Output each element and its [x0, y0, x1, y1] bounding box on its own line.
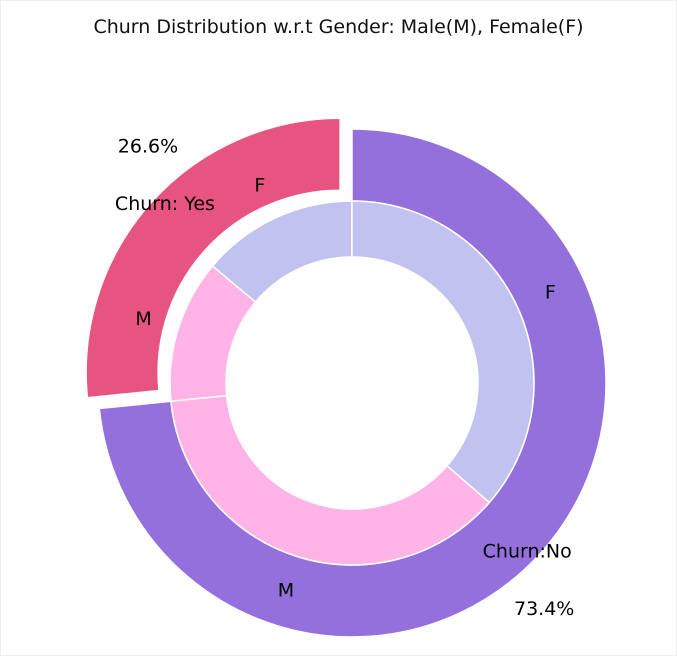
outer-label-churn-yes: Churn: Yes [115, 193, 215, 215]
outer-label-churn-no: Churn:No [483, 540, 572, 562]
gender-label-churn-yes-f: F [254, 174, 265, 196]
inner-slice-churn-no-f [351, 200, 535, 504]
gender-label-churn-no-m: M [278, 580, 294, 602]
percent-label-churn-no: 73.4% [514, 598, 574, 620]
gender-label-churn-yes-m: M [135, 308, 151, 330]
inner-slice-churn-no-m [170, 394, 491, 566]
chart-title: Churn Distribution w.r.t Gender: Male(M)… [93, 16, 584, 38]
inner-ring [169, 200, 535, 566]
chart-labels: Churn: Yes 26.6% Churn:No 73.4% F M M F [115, 136, 574, 620]
percent-label-churn-yes: 26.6% [118, 136, 178, 158]
outer-slice-churn-yes [85, 117, 341, 399]
gender-label-churn-no-f: F [545, 282, 556, 304]
